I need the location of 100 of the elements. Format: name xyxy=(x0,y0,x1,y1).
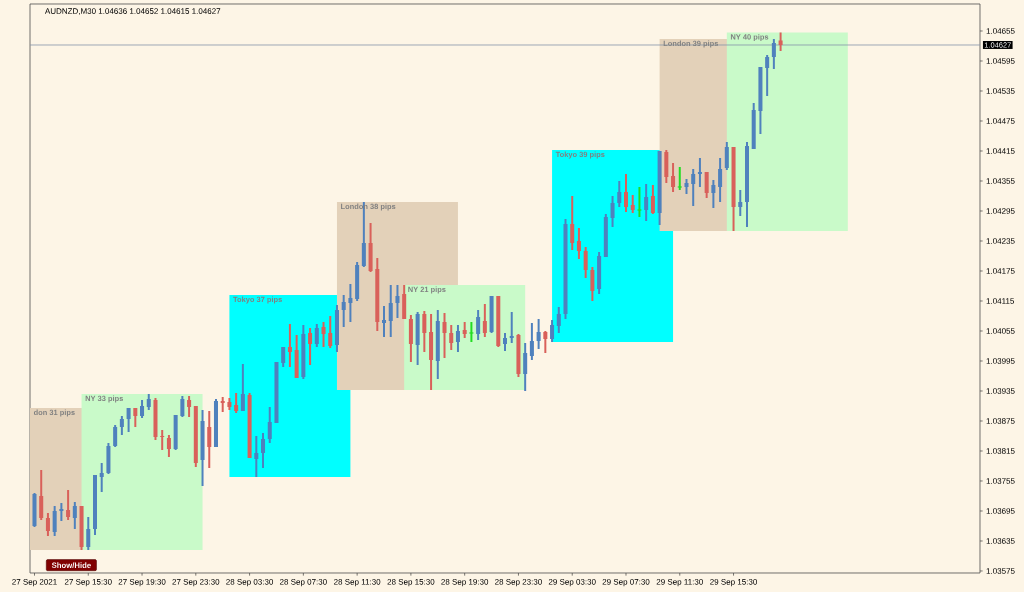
candlestick xyxy=(449,323,454,351)
y-tick-label: 1.04655 xyxy=(986,28,1015,34)
candlestick xyxy=(536,317,541,350)
y-tick-label: 1.04475 xyxy=(986,118,1015,124)
candlestick xyxy=(523,341,528,392)
candlestick xyxy=(677,165,683,191)
candlestick xyxy=(778,31,783,52)
candlestick xyxy=(724,140,729,171)
x-tick-label: 28 Sep 07:30 xyxy=(279,579,327,587)
y-tick-label: 1.03695 xyxy=(986,508,1015,514)
x-tick-label: 27 Sep 23:30 xyxy=(172,579,220,587)
candlestick xyxy=(718,156,723,203)
candlestick xyxy=(261,431,266,469)
candlestick xyxy=(119,414,124,436)
candlestick xyxy=(771,37,776,70)
y-tick-label: 1.04115 xyxy=(986,298,1015,304)
candlestick xyxy=(140,398,145,419)
x-tick-label: 29 Sep 03:30 xyxy=(548,579,596,587)
candlestick xyxy=(550,318,555,343)
candlestick xyxy=(187,394,192,418)
candlestick xyxy=(341,293,346,328)
y-tick-label: 1.03635 xyxy=(986,538,1015,544)
candlestick xyxy=(308,326,313,366)
candlestick xyxy=(395,283,400,319)
x-tick-label: 29 Sep 07:30 xyxy=(602,579,650,587)
candlestick xyxy=(113,423,118,448)
candlestick xyxy=(166,433,171,458)
x-tick-label: 28 Sep 11:30 xyxy=(334,579,381,587)
candlestick xyxy=(576,226,581,260)
candlestick xyxy=(234,391,239,414)
x-tick-label: 27 Sep 15:30 xyxy=(64,579,112,587)
candlestick xyxy=(697,156,702,188)
y-tick-label: 1.04175 xyxy=(986,268,1015,274)
candlestick xyxy=(468,320,475,343)
candlestick xyxy=(207,409,212,469)
candlestick xyxy=(623,172,629,213)
x-tick-label: 27 Sep 2021 xyxy=(12,579,57,587)
candlestick xyxy=(671,161,676,193)
candlestick xyxy=(691,167,696,207)
candlestick xyxy=(388,283,393,338)
y-tick-label: 1.04295 xyxy=(986,208,1015,214)
candlestick xyxy=(570,194,575,251)
candlestick xyxy=(66,488,71,521)
y-tick-label: 1.04595 xyxy=(986,58,1015,64)
candlestick xyxy=(738,188,743,217)
y-tick-label: 1.04355 xyxy=(986,178,1015,184)
y-tick-label: 1.04055 xyxy=(986,328,1015,334)
x-tick-label: 29 Sep 11:30 xyxy=(656,579,703,587)
y-tick-label: 1.04415 xyxy=(986,148,1015,154)
chart-title: AUDNZD,M30 1.04636 1.04652 1.04615 1.04627 xyxy=(44,8,221,15)
y-tick-label: 1.03935 xyxy=(986,388,1015,394)
candlestick xyxy=(72,500,77,530)
candlestick xyxy=(529,321,534,361)
y-tick-label: 1.03875 xyxy=(986,418,1015,424)
candlestick xyxy=(160,428,165,451)
candlestick xyxy=(422,309,427,353)
y-tick-label: 1.03755 xyxy=(986,478,1015,484)
x-tick-label: 29 Sep 15:30 xyxy=(710,579,758,587)
candlestick xyxy=(765,53,770,97)
candlestick xyxy=(267,405,272,444)
candlestick xyxy=(476,308,481,341)
candlestick xyxy=(442,311,447,359)
candlestick xyxy=(704,170,709,199)
candlestick xyxy=(328,314,333,349)
candlestick xyxy=(543,329,548,354)
candlestick xyxy=(314,322,319,348)
candlestick xyxy=(617,179,622,208)
candlestick xyxy=(99,461,104,493)
candlestick xyxy=(45,511,50,537)
candlestick xyxy=(711,178,716,209)
candlestick xyxy=(348,282,353,323)
candlestick xyxy=(254,434,259,478)
candlestick xyxy=(455,323,460,353)
candlestick xyxy=(509,310,514,344)
x-tick-label: 27 Sep 19:30 xyxy=(118,579,166,587)
y-tick-label: 1.03995 xyxy=(986,358,1015,364)
x-tick-label: 28 Sep 03:30 xyxy=(226,579,274,587)
candlestick xyxy=(644,182,649,222)
x-tick-label: 28 Sep 15:30 xyxy=(387,579,435,587)
candlestick xyxy=(590,265,595,302)
y-tick-label: 1.04235 xyxy=(986,238,1015,244)
candlestick xyxy=(321,320,326,348)
candlestick xyxy=(126,406,131,433)
y-tick-label: 1.03815 xyxy=(986,448,1015,454)
candlestick xyxy=(610,194,615,228)
candlestick xyxy=(287,322,292,368)
y-tick-label: 1.04535 xyxy=(986,88,1015,94)
candlestick xyxy=(39,468,44,521)
candlestick xyxy=(52,504,57,537)
candlestick xyxy=(86,515,91,551)
x-tick-label: 28 Sep 23:30 xyxy=(495,579,542,587)
candlestick xyxy=(556,305,561,334)
x-tick-label: 28 Sep 19:30 xyxy=(441,579,489,587)
candlestick xyxy=(240,362,245,412)
candlestick xyxy=(180,394,185,418)
candlestick xyxy=(583,245,588,279)
candlestick xyxy=(636,185,643,218)
candlestick xyxy=(482,302,487,338)
candlestick xyxy=(382,304,387,338)
y-tick-label: 1.03575 xyxy=(986,568,1015,574)
